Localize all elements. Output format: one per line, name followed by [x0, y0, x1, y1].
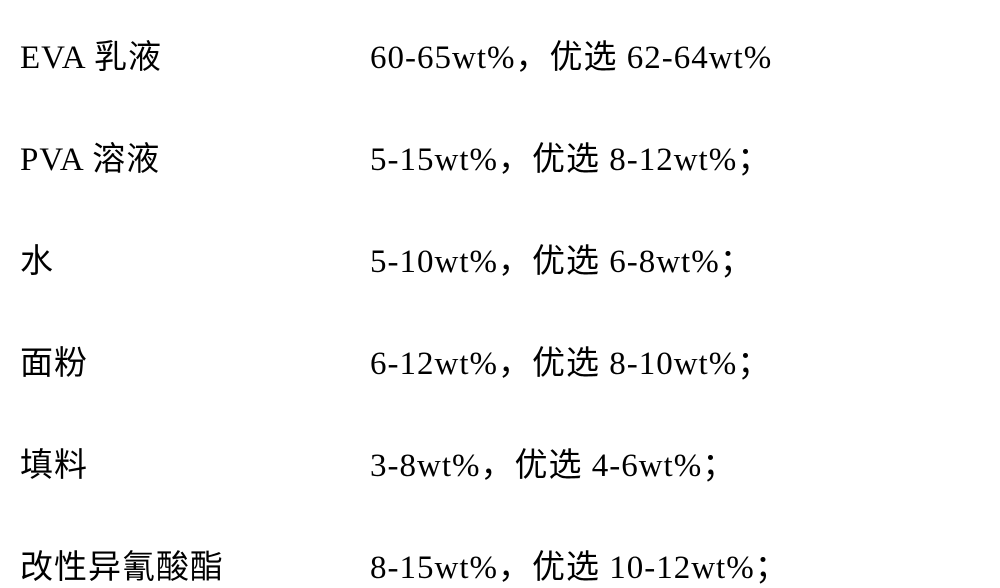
ingredient-label: 改性异氰酸酯 — [20, 540, 370, 588]
ingredient-value: 3-8wt%，优选 4-6wt%； — [370, 438, 736, 486]
ingredient-value: 5-15wt%，优选 8-12wt%； — [370, 132, 771, 180]
composition-table: EVA 乳液 60-65wt%，优选 62-64wt% PVA 溶液 5-15w… — [20, 30, 980, 588]
table-row: 水 5-10wt%，优选 6-8wt%； — [20, 234, 980, 282]
ingredient-label: 水 — [20, 234, 370, 282]
ingredient-value: 5-10wt%，优选 6-8wt%； — [370, 234, 754, 282]
ingredient-value: 6-12wt%，优选 8-10wt%； — [370, 336, 771, 384]
ingredient-label: 面粉 — [20, 336, 370, 384]
table-row: 改性异氰酸酯 8-15wt%，优选 10-12wt%； — [20, 540, 980, 588]
table-row: EVA 乳液 60-65wt%，优选 62-64wt% — [20, 30, 980, 78]
ingredient-label: PVA 溶液 — [20, 132, 370, 180]
ingredient-label: EVA 乳液 — [20, 30, 370, 78]
table-row: 面粉 6-12wt%，优选 8-10wt%； — [20, 336, 980, 384]
table-row: PVA 溶液 5-15wt%，优选 8-12wt%； — [20, 132, 980, 180]
ingredient-value: 8-15wt%，优选 10-12wt%； — [370, 540, 789, 588]
ingredient-label: 填料 — [20, 438, 370, 486]
table-row: 填料 3-8wt%，优选 4-6wt%； — [20, 438, 980, 486]
ingredient-value: 60-65wt%，优选 62-64wt% — [370, 30, 772, 78]
